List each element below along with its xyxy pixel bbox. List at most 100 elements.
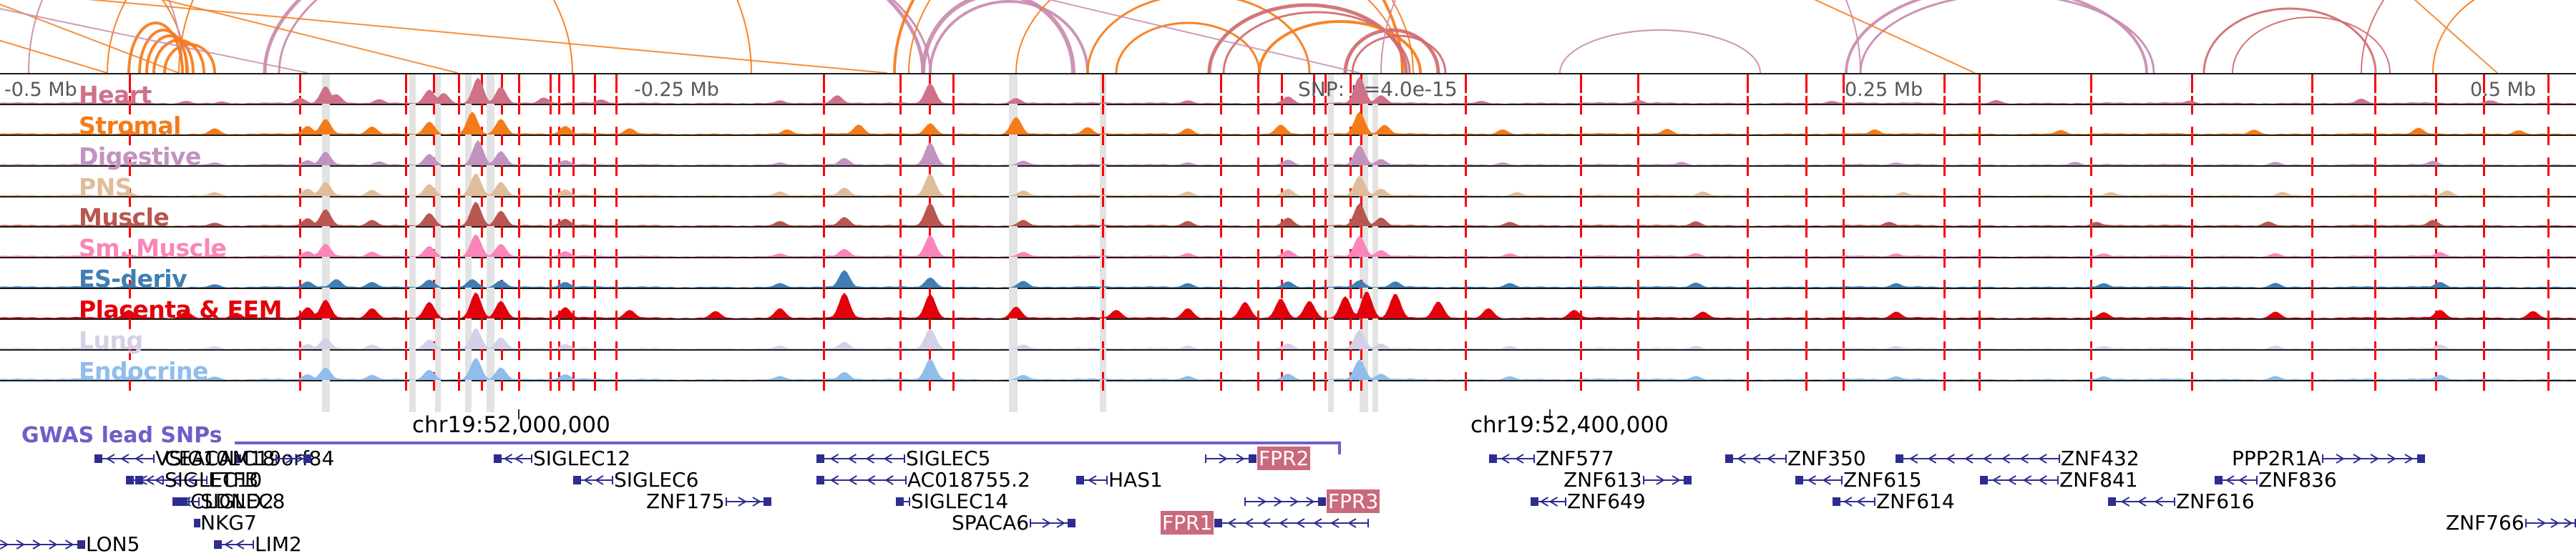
arc-10 [278,0,932,73]
gene-siglec5[interactable]: SIGLEC5 [816,448,990,469]
track-label-es-deriv: ES-deriv [79,265,187,293]
gene-znf432[interactable]: ZNF432 [1895,448,2140,469]
gene-siglec8[interactable]: SIGLEC8 [172,491,285,512]
arc-strand-6 [1813,0,1976,73]
signal-profile [0,270,2576,288]
track-label-placenta-eem: Placenta & EEM [79,296,282,324]
chromatin-interaction-arcs [0,0,2576,73]
gene-ac018755-2[interactable]: AC018755.2 [816,469,1030,490]
gene-body [2214,473,2258,487]
signal-track-heart: Heart [0,74,2576,107]
track-label-sm-muscle: Sm. Muscle [79,234,227,263]
signal-track-sm-muscle: Sm. Muscle [0,228,2576,263]
track-label-muscle: Muscle [79,203,170,232]
arc-strand-4 [87,0,888,73]
signal-profile [0,328,2576,350]
gene-vsig10l[interactable]: VSIG10L [94,448,240,469]
gene-fpr1[interactable]: FPR1 [1161,511,1370,535]
gene-body [1979,473,2059,487]
gene-spaca6[interactable]: SPACA6 [952,512,1076,533]
gene-siglec10[interactable]: SIGLEC10 [135,469,262,490]
gene-znf841[interactable]: ZNF841 [1979,469,2138,490]
gene-znf616[interactable]: ZNF616 [2107,491,2255,512]
gene-znf175[interactable]: ZNF175 [646,491,772,512]
gene-body [2524,516,2576,530]
signal-track-lung: Lung [0,320,2576,352]
arc-23 [1380,0,1861,73]
signal-track-muscle: Muscle [0,197,2576,232]
gene-label: ZNF615 [1843,468,1922,492]
gene-znf766[interactable]: ZNF766 [2446,512,2576,533]
arc-9 [263,0,925,73]
signal-profile [0,292,2576,319]
gene-body [135,473,165,487]
gene-znf649[interactable]: ZNF649 [1530,491,1646,512]
signal-profile [0,140,2576,165]
gene-lim2[interactable]: LIM2 [213,534,302,555]
gene-label: FPR3 [1327,489,1380,513]
track-label-digestive: Digestive [79,142,201,170]
gene-label: ZNF616 [2176,489,2255,513]
gene-label: VSIG10L [155,447,240,470]
gene-fpr2[interactable]: FPR2 [1204,447,1311,470]
signal-profile [0,111,2576,135]
arc-strand-0 [0,39,108,73]
gene-znf577[interactable]: ZNF577 [1488,448,1614,469]
gene-label: FPR1 [1161,511,1214,535]
gene-znf615[interactable]: ZNF615 [1795,469,1922,490]
gwas-lead-snps-label: GWAS lead SNPs [21,423,223,448]
gene-znf614[interactable]: ZNF614 [1832,491,1955,512]
gwas-span-line [235,442,1341,444]
gene-has1[interactable]: HAS1 [1075,469,1163,490]
arc-25 [1845,0,2148,73]
arc-24 [1559,29,1761,73]
gene-label: HAS1 [1108,468,1163,492]
arc-12 [929,0,1089,73]
arc-20 [1258,20,1422,73]
ruler-tick-label-left: -0.5 Mb [4,79,77,101]
gene-etfb[interactable]: ETFB [125,469,258,490]
gene-body [1724,452,1787,466]
arc-16 [1086,0,1311,73]
arc-1 [28,0,183,73]
gene-body [1488,452,1536,466]
arc-strand-3 [162,0,459,73]
arc-19 [1222,11,1411,73]
arc-14 [908,0,1414,73]
gene-nkg7[interactable]: NKG7 [193,512,257,533]
gene-label: AC018755.2 [907,468,1030,492]
arc-0 [162,0,187,73]
gwas-lead-snps-bar: GWAS lead SNPs [0,423,2576,454]
gene-znf350[interactable]: ZNF350 [1724,448,1866,469]
gene-label: SPACA6 [952,511,1030,535]
signal-tracks-panel: Heart Stromal Digestive PNS Muscle Sm. Muscle… [0,73,2576,412]
gene-ppp2r1a[interactable]: PPP2R1A [2232,448,2426,469]
gene-body [725,494,772,509]
gwas-drop-right [1338,442,1341,454]
signal-track-digestive: Digestive [0,136,2576,170]
gene-body [2107,494,2176,509]
gene-fpr3[interactable]: FPR3 [1244,489,1380,513]
coordinate-label-1: chr19:52,400,000 [1470,412,1669,438]
gene-body [1204,452,1257,466]
gene-lon5[interactable]: LON5 [0,534,140,555]
signal-profile [0,76,2576,104]
gene-label: ZNF175 [646,489,725,513]
gene-label: ETFB [208,468,259,492]
gene-znf836[interactable]: ZNF836 [2214,469,2337,490]
signal-profile [0,234,2576,258]
gene-label: FPR2 [1257,447,1311,470]
gene-body [493,452,533,466]
gene-siglec12[interactable]: SIGLEC12 [493,448,630,469]
gene-siglec14[interactable]: SIGLEC14 [895,491,1008,512]
signal-track-es-deriv: ES-deriv [0,258,2576,293]
gene-siglec6[interactable]: SIGLEC6 [572,469,698,490]
gene-label: ZNF614 [1876,489,1955,513]
gene-ceacam18[interactable]: CEACAM18 [165,448,312,469]
signal-track-pns: PNS [0,167,2576,199]
gene-label: NKG7 [200,511,257,535]
arc-strand-2 [0,8,308,73]
gene-znf613[interactable]: ZNF613 [1563,469,1692,490]
gene-label: ZNF350 [1787,447,1866,470]
